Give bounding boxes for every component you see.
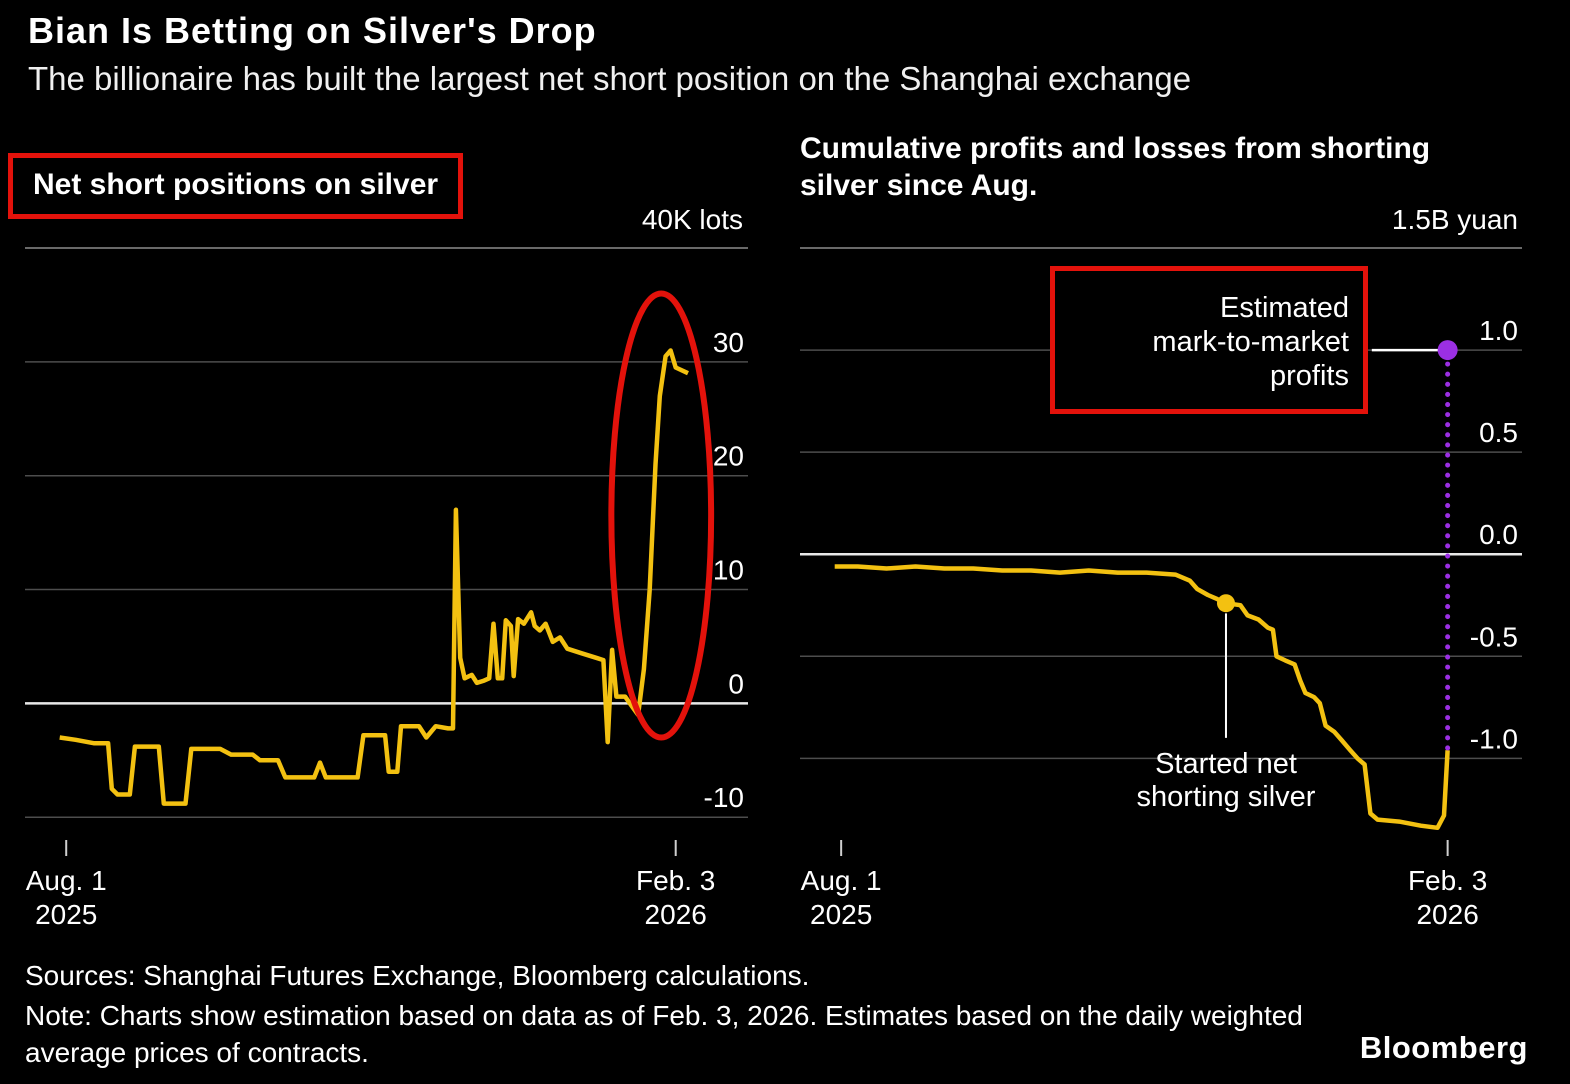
x-tick-label: 2026 [1416, 899, 1478, 930]
x-tick-label: 2025 [810, 899, 872, 930]
page-subtitle: The billionaire has built the largest ne… [28, 60, 1192, 97]
x-tick-label: Aug. 1 [801, 865, 882, 896]
estimated-profits-red-box-annotation: Estimated mark-to-market profits [1050, 266, 1368, 414]
bloomberg-logo: Bloomberg [1359, 1030, 1528, 1065]
y-tick-label: -10 [704, 782, 744, 813]
right-chart-unit-label: 1.5B yuan [1391, 204, 1518, 235]
start-label-line1: Started net [1155, 748, 1297, 780]
x-tick-label: 2026 [645, 899, 707, 930]
y-tick-label: 1.0 [1479, 315, 1518, 346]
y-tick-label: 0.5 [1479, 417, 1518, 448]
x-tick-label: Aug. 1 [26, 865, 107, 896]
estimate-label-line3: profits [1270, 360, 1349, 392]
left-chart-unit-label: 40K lots [641, 204, 743, 235]
y-tick-label: 30 [713, 327, 744, 358]
started-shorting-label: Started net shorting silver [1026, 748, 1426, 814]
estimate-label-line1: Estimated [1220, 292, 1349, 324]
x-tick-label: Feb. 3 [636, 865, 715, 896]
start-marker-dot [1216, 594, 1235, 613]
highlight-ellipse-annotation [608, 290, 715, 741]
series-line [59, 348, 689, 806]
left-chart-title: Net short positions on silver [33, 168, 439, 201]
right-chart-title: Cumulative profits and losses from short… [800, 132, 1431, 202]
y-tick-label: 0.0 [1479, 519, 1518, 550]
page-title: Bian Is Betting on Silver's Drop [28, 10, 597, 51]
x-tick-label: Feb. 3 [1408, 865, 1487, 896]
y-tick-label: 20 [713, 441, 744, 472]
y-tick-label: -1.0 [1470, 723, 1518, 754]
y-tick-label: -0.5 [1470, 621, 1518, 652]
y-tick-label: 0 [728, 668, 744, 699]
estimate-dot [1437, 340, 1458, 361]
series-line [834, 564, 1450, 831]
left-chart-label-red-box-annotation: Net short positions on silver [8, 153, 464, 219]
note-text: Note: Charts show estimation based on da… [25, 1000, 1303, 1068]
start-label-line2: shorting silver [1136, 781, 1316, 813]
estimate-label-line2: mark-to-market [1152, 326, 1349, 358]
y-tick-label: 10 [713, 555, 744, 586]
sources-text: Sources: Shanghai Futures Exchange, Bloo… [25, 960, 810, 991]
x-tick-label: 2025 [35, 899, 97, 930]
